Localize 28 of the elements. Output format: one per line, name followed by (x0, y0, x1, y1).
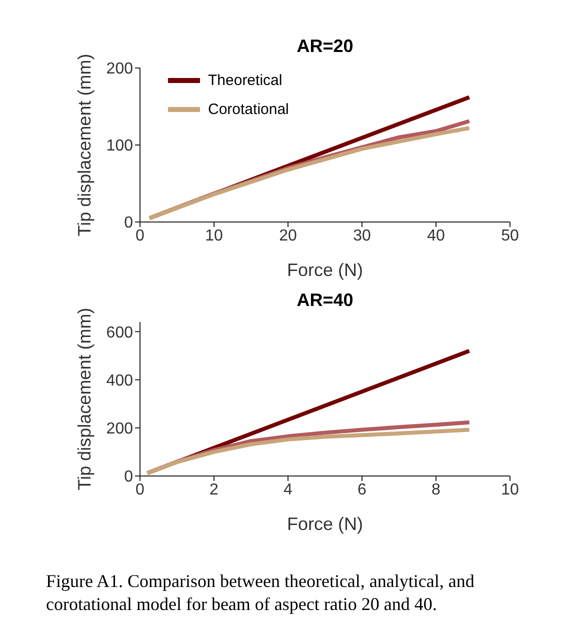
chart-title: AR=20 (296, 36, 354, 57)
x-tick-label: 10 (501, 481, 519, 498)
y-tick-label: 600 (106, 324, 134, 342)
x-tick-label: 10 (205, 227, 223, 244)
y-tick-label: 100 (106, 138, 134, 155)
x-tick-label: 50 (501, 227, 519, 244)
x-tick-label: 20 (279, 227, 297, 244)
x-tick-label: 40 (427, 227, 445, 244)
x-axis-title: Force (N) (286, 514, 364, 535)
x-tick-label: 30 (353, 227, 371, 244)
x-tick-label: 6 (358, 481, 367, 498)
x-axis-title: Force (N) (286, 260, 364, 281)
caption: Figure A1. Comparison between theoretical, analytical, and corotational model for beam of aspect ratio 20 and 40. (46, 570, 476, 615)
legend-label: Theoretical (208, 72, 282, 89)
chart-title: AR=40 (296, 290, 354, 311)
y-tick-label: 0 (124, 214, 134, 232)
y-tick-label: 200 (106, 420, 134, 438)
x-tick-label: 0 (136, 481, 145, 498)
x-tick-label: 8 (432, 481, 441, 498)
x-tick-label: 4 (284, 481, 293, 498)
y-tick-label: 200 (106, 60, 134, 78)
y-tick-label: 0 (124, 468, 134, 486)
x-tick-label: 0 (136, 227, 145, 244)
y-tick-label: 400 (106, 372, 134, 390)
legend-label: Corotational (208, 101, 289, 118)
y-axis-title: Tip displacement (mm) (74, 54, 96, 236)
x-tick-label: 2 (210, 481, 219, 498)
y-axis-title: Tip displacement (mm) (74, 308, 96, 490)
